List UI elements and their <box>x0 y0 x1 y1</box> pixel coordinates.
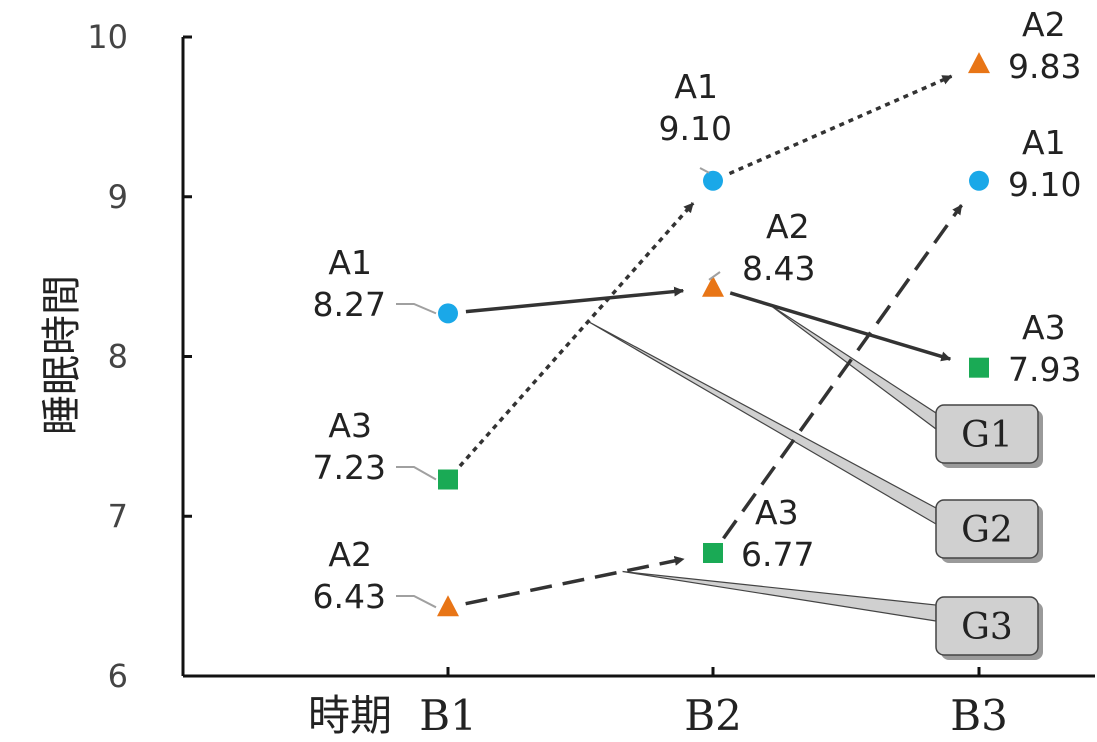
point-a3-b2 <box>703 542 723 563</box>
group-callouts: G1 G2 G3 <box>587 304 1043 660</box>
group-g1-arrow <box>729 291 952 362</box>
label-a2-b1-value: 6.43 <box>313 577 386 616</box>
x-axis-label: 時期 <box>308 691 392 740</box>
label-a2-b3-value: 9.83 <box>1008 47 1081 86</box>
label-a3-b1-value: 7.23 <box>313 448 386 487</box>
group-g1-arrow <box>465 286 685 314</box>
label-a1-b2-leader <box>699 167 710 174</box>
group-arrows <box>458 74 963 606</box>
point-a1-b3 <box>969 170 989 191</box>
group-g3-pointer <box>622 570 937 622</box>
x-tick-label: B1 <box>419 691 477 740</box>
label-a1-b1-series: A1 <box>328 243 372 282</box>
group-g1-label: G1 <box>961 415 1013 456</box>
point-a3-b3 <box>969 357 989 378</box>
label-a2-b1-leader <box>396 595 437 609</box>
data-points <box>437 52 990 617</box>
label-a2-b2-value: 8.43 <box>742 249 815 288</box>
label-a3-b2-series: A3 <box>755 493 799 532</box>
label-a1-b2-value: 9.10 <box>659 109 732 148</box>
label-a2-b1-series: A2 <box>328 535 372 574</box>
label-a1-b3-series: A1 <box>1022 123 1066 162</box>
x-tick-label: B2 <box>684 691 742 740</box>
point-a3-b1 <box>438 469 458 490</box>
point-a2-b2 <box>702 275 724 297</box>
label-a1-b1-leader <box>396 303 437 315</box>
point-a2-b1 <box>437 595 459 617</box>
label-a2-b3-series: A2 <box>1022 5 1066 44</box>
label-a1-b1-value: 8.27 <box>313 285 386 324</box>
y-tick-label: 8 <box>108 338 128 376</box>
group-g3-label: G3 <box>961 607 1013 648</box>
group-g2-arrow <box>728 74 953 176</box>
label-a3-b3-value: 7.93 <box>1008 350 1081 389</box>
group-g2-box <box>935 499 1039 559</box>
label-a1-b3-value: 9.10 <box>1008 165 1081 204</box>
label-a3-b2-value: 6.77 <box>741 535 814 574</box>
group-g1-box <box>935 404 1039 464</box>
y-tick-label: 10 <box>87 18 128 56</box>
y-tick-label: 7 <box>108 497 128 535</box>
group-g1-pointer <box>769 304 937 431</box>
label-a3-b1-series: A3 <box>328 406 372 445</box>
label-a3-b3-series: A3 <box>1022 308 1066 347</box>
label-a3-b1-leader <box>396 466 437 481</box>
group-g3-box <box>935 596 1039 656</box>
group-g2-label: G2 <box>961 510 1013 551</box>
point-a2-b3 <box>968 52 990 74</box>
point-a1-b1 <box>438 303 458 324</box>
group-g3-arrow <box>722 204 963 540</box>
x-tick-label: B3 <box>950 691 1008 740</box>
label-a1-b2-series: A1 <box>674 67 718 106</box>
label-a2-b2-series: A2 <box>766 207 810 246</box>
y-tick-label: 9 <box>108 178 128 216</box>
y-axis-label: 睡眠時間 <box>39 275 85 435</box>
group-g3-arrow <box>465 555 685 606</box>
point-a1-b2 <box>703 170 723 191</box>
group-g2-arrow <box>458 202 695 468</box>
y-tick-label: 6 <box>108 657 128 695</box>
label-a2-b2-leader <box>708 271 721 281</box>
